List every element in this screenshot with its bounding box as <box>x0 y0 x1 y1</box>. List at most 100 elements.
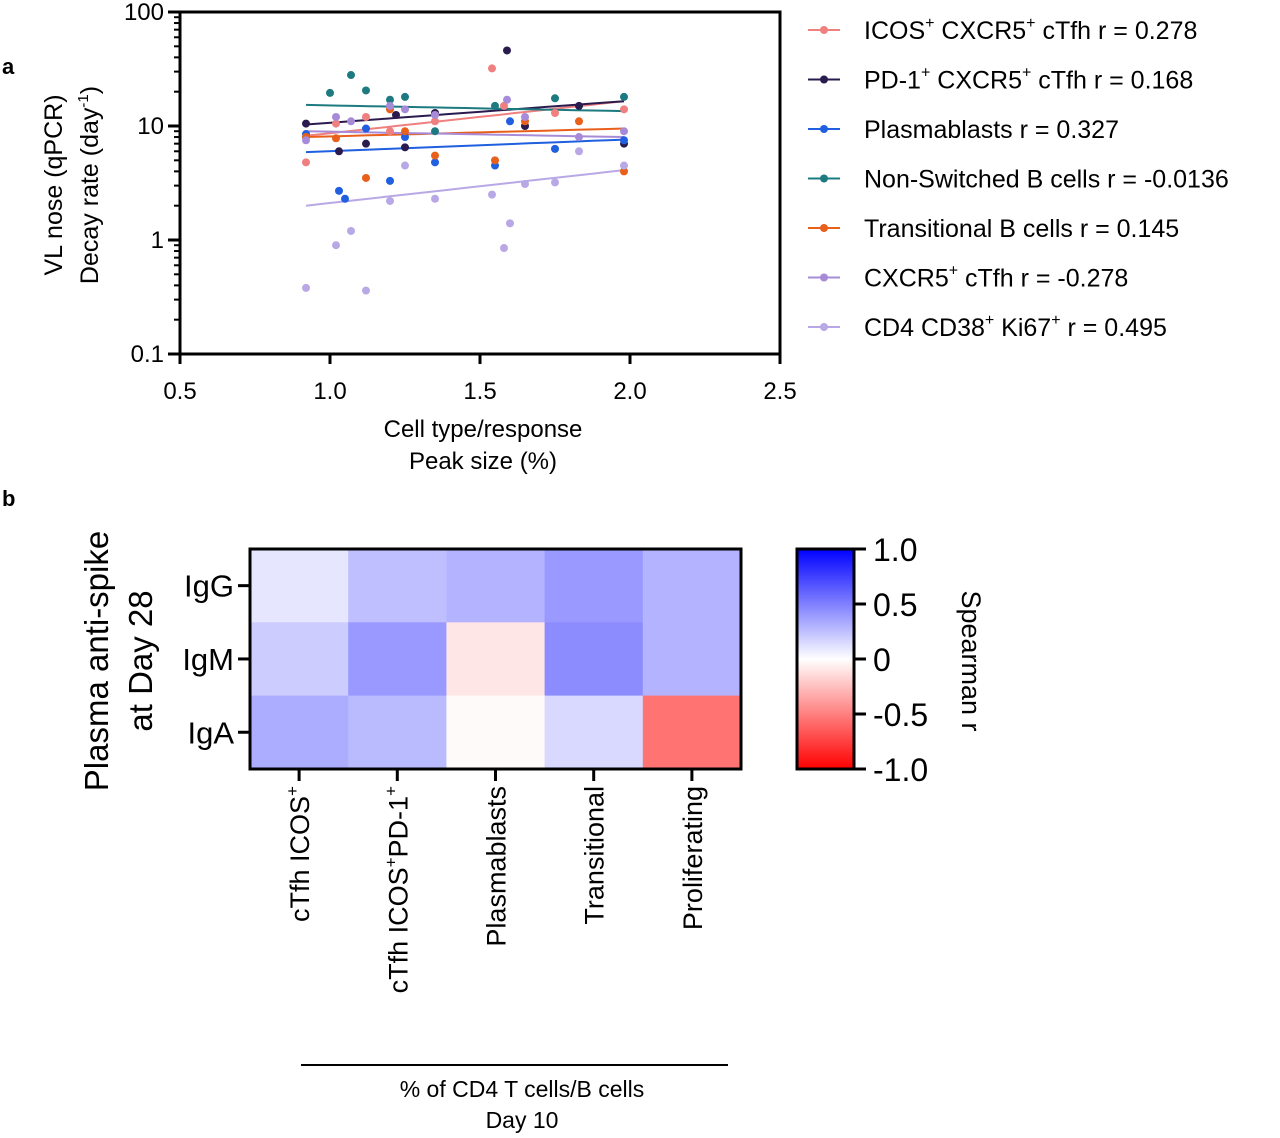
data-point <box>575 117 583 126</box>
legend-marker <box>820 174 828 183</box>
x-tick-label: 2.0 <box>613 378 646 405</box>
data-point <box>401 92 409 101</box>
colorbar-tick-label: -1.0 <box>873 752 928 788</box>
heatmap-cell <box>250 549 349 623</box>
data-point <box>362 86 370 95</box>
heatmap-col-label: Transitional <box>580 786 610 925</box>
legend-item: CXCR5+ cTfh r = -0.278 <box>808 263 1128 293</box>
data-point <box>332 134 340 143</box>
data-point <box>401 127 409 136</box>
data-point <box>575 133 583 142</box>
data-point <box>503 95 511 104</box>
data-point <box>302 283 310 292</box>
heatmap-row-label: IgM <box>182 642 234 677</box>
legend: ICOS+ CXCR5+ cTfh r = 0.278 PD-1+ CXCR5+ … <box>808 15 1229 342</box>
data-point <box>620 105 628 114</box>
legend-label: Non-Switched B cells r = -0.0136 <box>864 166 1229 194</box>
data-point <box>401 143 409 152</box>
y-tick-label: 0.1 <box>131 341 164 368</box>
colorbar-tick-label: 0 <box>873 642 891 678</box>
fit-line <box>305 169 625 207</box>
data-point <box>341 194 349 203</box>
scatter-axes: 0.5 1.0 1.5 2.0 2.5 0.1 1 10 100 <box>124 0 797 405</box>
data-point <box>431 117 439 126</box>
data-point <box>491 156 499 165</box>
data-point <box>332 112 340 121</box>
data-point <box>500 101 508 110</box>
legend-item: PD-1+ CXCR5+ cTfh r = 0.168 <box>808 65 1193 95</box>
data-point <box>431 194 439 203</box>
colorbar-tick-label: 0.5 <box>873 587 917 623</box>
data-point <box>362 112 370 121</box>
x-tick-label: 2.5 <box>763 378 796 405</box>
fit-line <box>305 100 625 137</box>
data-point <box>551 109 559 118</box>
colorbar-gradient <box>795 547 856 771</box>
data-point <box>386 95 394 104</box>
legend-marker <box>820 75 828 84</box>
heatmap-cell <box>446 695 546 770</box>
data-point <box>500 244 508 253</box>
y-axis-title-b-line1: Plasma anti-spike <box>78 531 115 791</box>
heatmap-col-label: Plasmablasts <box>482 786 512 947</box>
legend-item: Transitional B cells r = 0.145 <box>808 215 1179 243</box>
data-point <box>521 112 529 121</box>
data-point <box>332 241 340 250</box>
data-point <box>401 133 409 142</box>
data-point <box>575 147 583 156</box>
data-point <box>620 92 628 101</box>
legend-label: CXCR5+ cTfh r = -0.278 <box>864 263 1128 293</box>
x-axis-title-b-line2: Day 10 <box>486 1107 559 1133</box>
heatmap-cell <box>446 622 546 697</box>
heatmap-cell <box>642 695 742 770</box>
x-tick-label: 1.5 <box>463 378 496 405</box>
data-point <box>575 101 583 110</box>
data-point <box>302 158 310 167</box>
legend-item: ICOS+ CXCR5+ cTfh r = 0.278 <box>808 15 1197 45</box>
y-tick-label: 1 <box>151 227 164 254</box>
data-point <box>488 64 496 73</box>
fit-line <box>305 138 625 154</box>
heatmap-row-label: IgG <box>184 569 234 604</box>
heatmap-cell <box>544 695 644 770</box>
heatmap-cell <box>642 622 742 697</box>
legend-item: Non-Switched B cells r = -0.0136 <box>808 166 1229 194</box>
colorbar-ticks: 1.0 0.5 0 -0.5 -1.0 <box>854 532 928 788</box>
legend-label: ICOS+ CXCR5+ cTfh r = 0.278 <box>864 15 1197 45</box>
data-point <box>431 127 439 136</box>
data-point <box>386 127 394 136</box>
scatter-points <box>302 46 628 295</box>
scatter-plot-frame <box>178 10 782 356</box>
legend-marker <box>820 273 828 282</box>
y-tick-label: 10 <box>137 113 164 140</box>
legend-marker <box>820 125 828 133</box>
data-point <box>491 101 499 110</box>
fit-line <box>305 100 625 126</box>
heatmap-cell <box>348 695 447 770</box>
y-axis-title-b-line2: at Day 28 <box>122 590 159 731</box>
legend-item: CD4 CD38+ Ki67+ r = 0.495 <box>808 312 1167 342</box>
data-point <box>362 139 370 148</box>
legend-marker <box>820 26 828 34</box>
heatmap-frame <box>248 547 743 771</box>
legend-label: Transitional B cells r = 0.145 <box>864 215 1179 243</box>
heatmap-cell <box>544 549 644 623</box>
data-point <box>506 219 514 228</box>
x-axis-title-a-line2: Peak size (%) <box>409 448 557 475</box>
legend-label: Plasmablasts r = 0.327 <box>864 116 1119 144</box>
scatter-fit-lines <box>305 100 625 207</box>
data-point <box>620 161 628 170</box>
data-point <box>620 136 628 145</box>
legend-marker <box>820 224 828 232</box>
legend-marker <box>820 323 828 331</box>
legend-label: PD-1+ CXCR5+ cTfh r = 0.168 <box>864 65 1193 95</box>
data-point <box>521 179 529 188</box>
colorbar-tick-label: -0.5 <box>873 697 928 733</box>
data-point <box>386 101 394 110</box>
heatmap-col-label: Proliferating <box>678 786 708 930</box>
data-point <box>431 158 439 167</box>
panel-b-label: b <box>2 486 15 511</box>
heatmap-cell <box>250 622 349 697</box>
data-point <box>551 144 559 153</box>
